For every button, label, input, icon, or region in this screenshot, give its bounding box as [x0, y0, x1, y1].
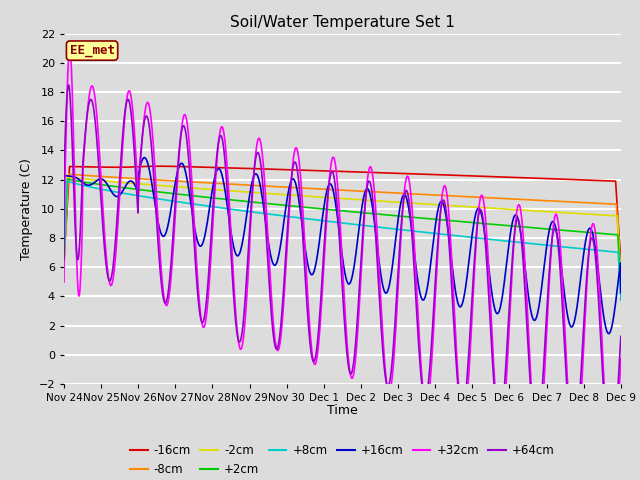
-2cm — [378, 198, 385, 204]
-2cm — [308, 193, 316, 199]
-8cm — [308, 186, 316, 192]
+2cm — [126, 186, 134, 192]
+8cm — [318, 218, 326, 224]
-16cm — [126, 164, 134, 170]
+8cm — [308, 216, 316, 222]
+64cm — [607, 458, 614, 464]
+16cm — [126, 178, 134, 184]
-8cm — [318, 186, 326, 192]
-16cm — [318, 168, 326, 174]
+16cm — [297, 210, 305, 216]
+64cm — [297, 201, 305, 207]
Text: EE_met: EE_met — [70, 44, 115, 57]
-2cm — [64, 174, 72, 180]
+32cm — [126, 89, 134, 95]
+16cm — [308, 272, 316, 277]
-16cm — [155, 163, 163, 169]
-16cm — [103, 164, 111, 170]
Title: Soil/Water Temperature Set 1: Soil/Water Temperature Set 1 — [230, 15, 455, 30]
+16cm — [617, 290, 625, 296]
+16cm — [103, 181, 111, 187]
Line: +2cm: +2cm — [64, 179, 621, 288]
+32cm — [66, 46, 74, 51]
+2cm — [63, 176, 71, 182]
-8cm — [65, 171, 72, 177]
-8cm — [60, 258, 68, 264]
+8cm — [617, 297, 625, 303]
+32cm — [617, 356, 625, 361]
-2cm — [104, 178, 111, 184]
+32cm — [308, 350, 316, 356]
+16cm — [605, 331, 612, 336]
+16cm — [378, 274, 385, 280]
+2cm — [308, 205, 316, 211]
+2cm — [60, 264, 68, 270]
Line: -16cm: -16cm — [64, 166, 621, 262]
+32cm — [60, 279, 68, 285]
Line: +64cm: +64cm — [64, 85, 621, 461]
+16cm — [60, 232, 68, 238]
-2cm — [617, 276, 625, 281]
+8cm — [104, 188, 111, 193]
Y-axis label: Temperature (C): Temperature (C) — [20, 158, 33, 260]
-2cm — [297, 193, 305, 199]
+8cm — [126, 192, 134, 197]
+2cm — [617, 285, 625, 291]
+2cm — [297, 204, 305, 210]
-8cm — [617, 274, 625, 279]
+32cm — [608, 472, 616, 478]
-8cm — [378, 189, 385, 195]
+64cm — [65, 82, 72, 88]
+64cm — [378, 325, 385, 331]
-8cm — [104, 174, 111, 180]
+32cm — [297, 174, 305, 180]
-16cm — [378, 170, 385, 176]
+8cm — [60, 259, 68, 264]
+32cm — [318, 291, 326, 297]
+8cm — [297, 215, 305, 221]
+16cm — [318, 217, 326, 223]
+32cm — [104, 266, 111, 272]
Line: +8cm: +8cm — [64, 181, 621, 300]
+64cm — [318, 275, 326, 281]
Line: +32cm: +32cm — [64, 48, 621, 475]
Line: +16cm: +16cm — [64, 157, 621, 334]
-8cm — [297, 185, 305, 191]
+8cm — [378, 225, 385, 230]
+8cm — [63, 178, 70, 184]
-16cm — [308, 168, 316, 173]
-2cm — [318, 194, 326, 200]
-2cm — [60, 263, 68, 269]
-2cm — [126, 180, 134, 186]
X-axis label: Time: Time — [327, 405, 358, 418]
+64cm — [617, 334, 625, 339]
Legend: -16cm, -8cm, -2cm, +2cm, +8cm, +16cm, +32cm, +64cm: -16cm, -8cm, -2cm, +2cm, +8cm, +16cm, +3… — [130, 444, 555, 476]
+2cm — [104, 182, 111, 188]
+64cm — [308, 355, 316, 361]
+2cm — [378, 212, 385, 217]
-16cm — [60, 258, 68, 264]
+32cm — [378, 304, 385, 310]
-16cm — [617, 259, 625, 265]
+64cm — [60, 256, 68, 262]
+64cm — [126, 103, 134, 109]
+64cm — [104, 272, 111, 277]
Line: -2cm: -2cm — [64, 177, 621, 278]
Line: -8cm: -8cm — [64, 174, 621, 276]
-8cm — [126, 175, 134, 181]
-16cm — [297, 167, 305, 173]
+16cm — [140, 155, 148, 160]
+2cm — [318, 206, 326, 212]
